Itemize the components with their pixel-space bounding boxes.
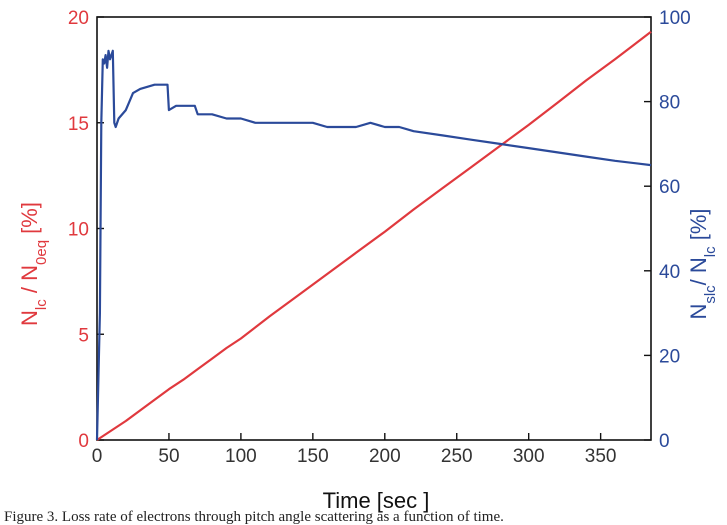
series-line-left <box>96 30 652 441</box>
right-tick-label: 80 <box>659 93 680 114</box>
x-tick-label: 350 <box>585 446 617 467</box>
left-tick-label: 15 <box>68 114 89 135</box>
x-tick-label: 300 <box>513 446 545 467</box>
right-tick-label: 40 <box>659 262 680 283</box>
x-tick-label: 0 <box>92 446 103 467</box>
x-axis-ticks: 0 50 100 150 200 250 300 350 <box>92 433 617 467</box>
y-axis-left-label: Nlc / N0eq [%] <box>17 202 50 326</box>
x-tick-label: 150 <box>297 446 329 467</box>
plot-frame <box>96 16 652 441</box>
right-tick-label: 100 <box>659 8 691 29</box>
right-tick-label: 20 <box>659 346 680 367</box>
right-tick-label: 60 <box>659 177 680 198</box>
series-layer <box>95 30 652 441</box>
left-tick-label: 20 <box>68 8 89 29</box>
x-tick-label: 250 <box>441 446 473 467</box>
x-axis-label: Time [sec ] <box>323 488 430 513</box>
figure-caption: Figure 3. Loss rate of electrons through… <box>4 509 504 525</box>
series-line-right <box>95 49 652 441</box>
left-tick-label: 0 <box>78 431 89 452</box>
y-axis-right-label: Nslc/ Nlc [%] <box>686 208 719 319</box>
left-tick-label: 10 <box>68 220 89 241</box>
right-axis-ticks: 0 20 40 60 80 100 <box>644 8 691 452</box>
right-tick-label: 0 <box>659 431 670 452</box>
x-tick-label: 200 <box>369 446 401 467</box>
plot-border <box>96 16 652 441</box>
x-tick-label: 50 <box>158 446 179 467</box>
x-tick-label: 100 <box>225 446 257 467</box>
left-axis-ticks: 0 5 10 15 20 <box>68 8 104 452</box>
left-tick-label: 5 <box>78 325 89 346</box>
